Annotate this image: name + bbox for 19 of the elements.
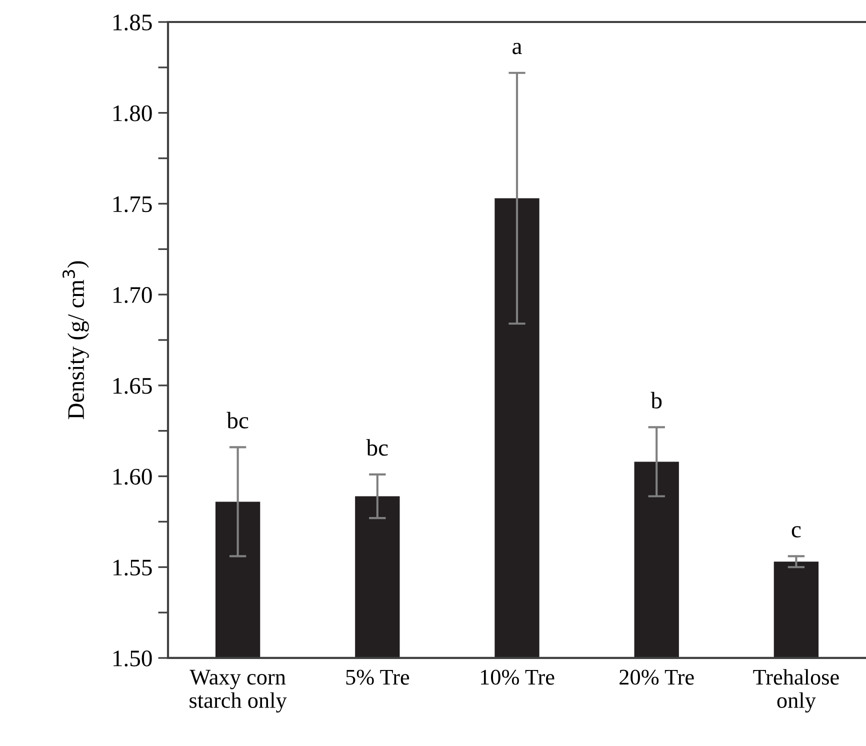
annotation: bc [226,412,248,429]
y-tick-label: 1.65 [113,378,152,394]
y-tick-label: 1.85 [113,14,152,31]
y-axis-title: Density (g/ cm$^{3}$) [62,261,89,420]
x-tick-label: Waxy corn starch only [190,670,287,713]
annotation: b [650,392,662,409]
annotation: c [792,526,801,538]
annotation: bc [366,439,388,456]
annotation: a [512,42,522,54]
x-tick-label: Trehalose only [753,669,839,713]
y-tick-label: 1.55 [113,560,152,576]
x-tick-label: 5% Tre [346,670,410,685]
x-tick-label: 20% Tre [620,670,694,685]
y-tick-label: 1.70 [113,287,152,304]
y-tick-label: 1.50 [113,650,152,666]
y-tick-label: 1.80 [113,105,152,122]
y-tick-label: 1.75 [113,196,152,212]
y-tick-label: 1.60 [113,468,152,485]
x-tick-label: 10% Tre [480,670,554,685]
